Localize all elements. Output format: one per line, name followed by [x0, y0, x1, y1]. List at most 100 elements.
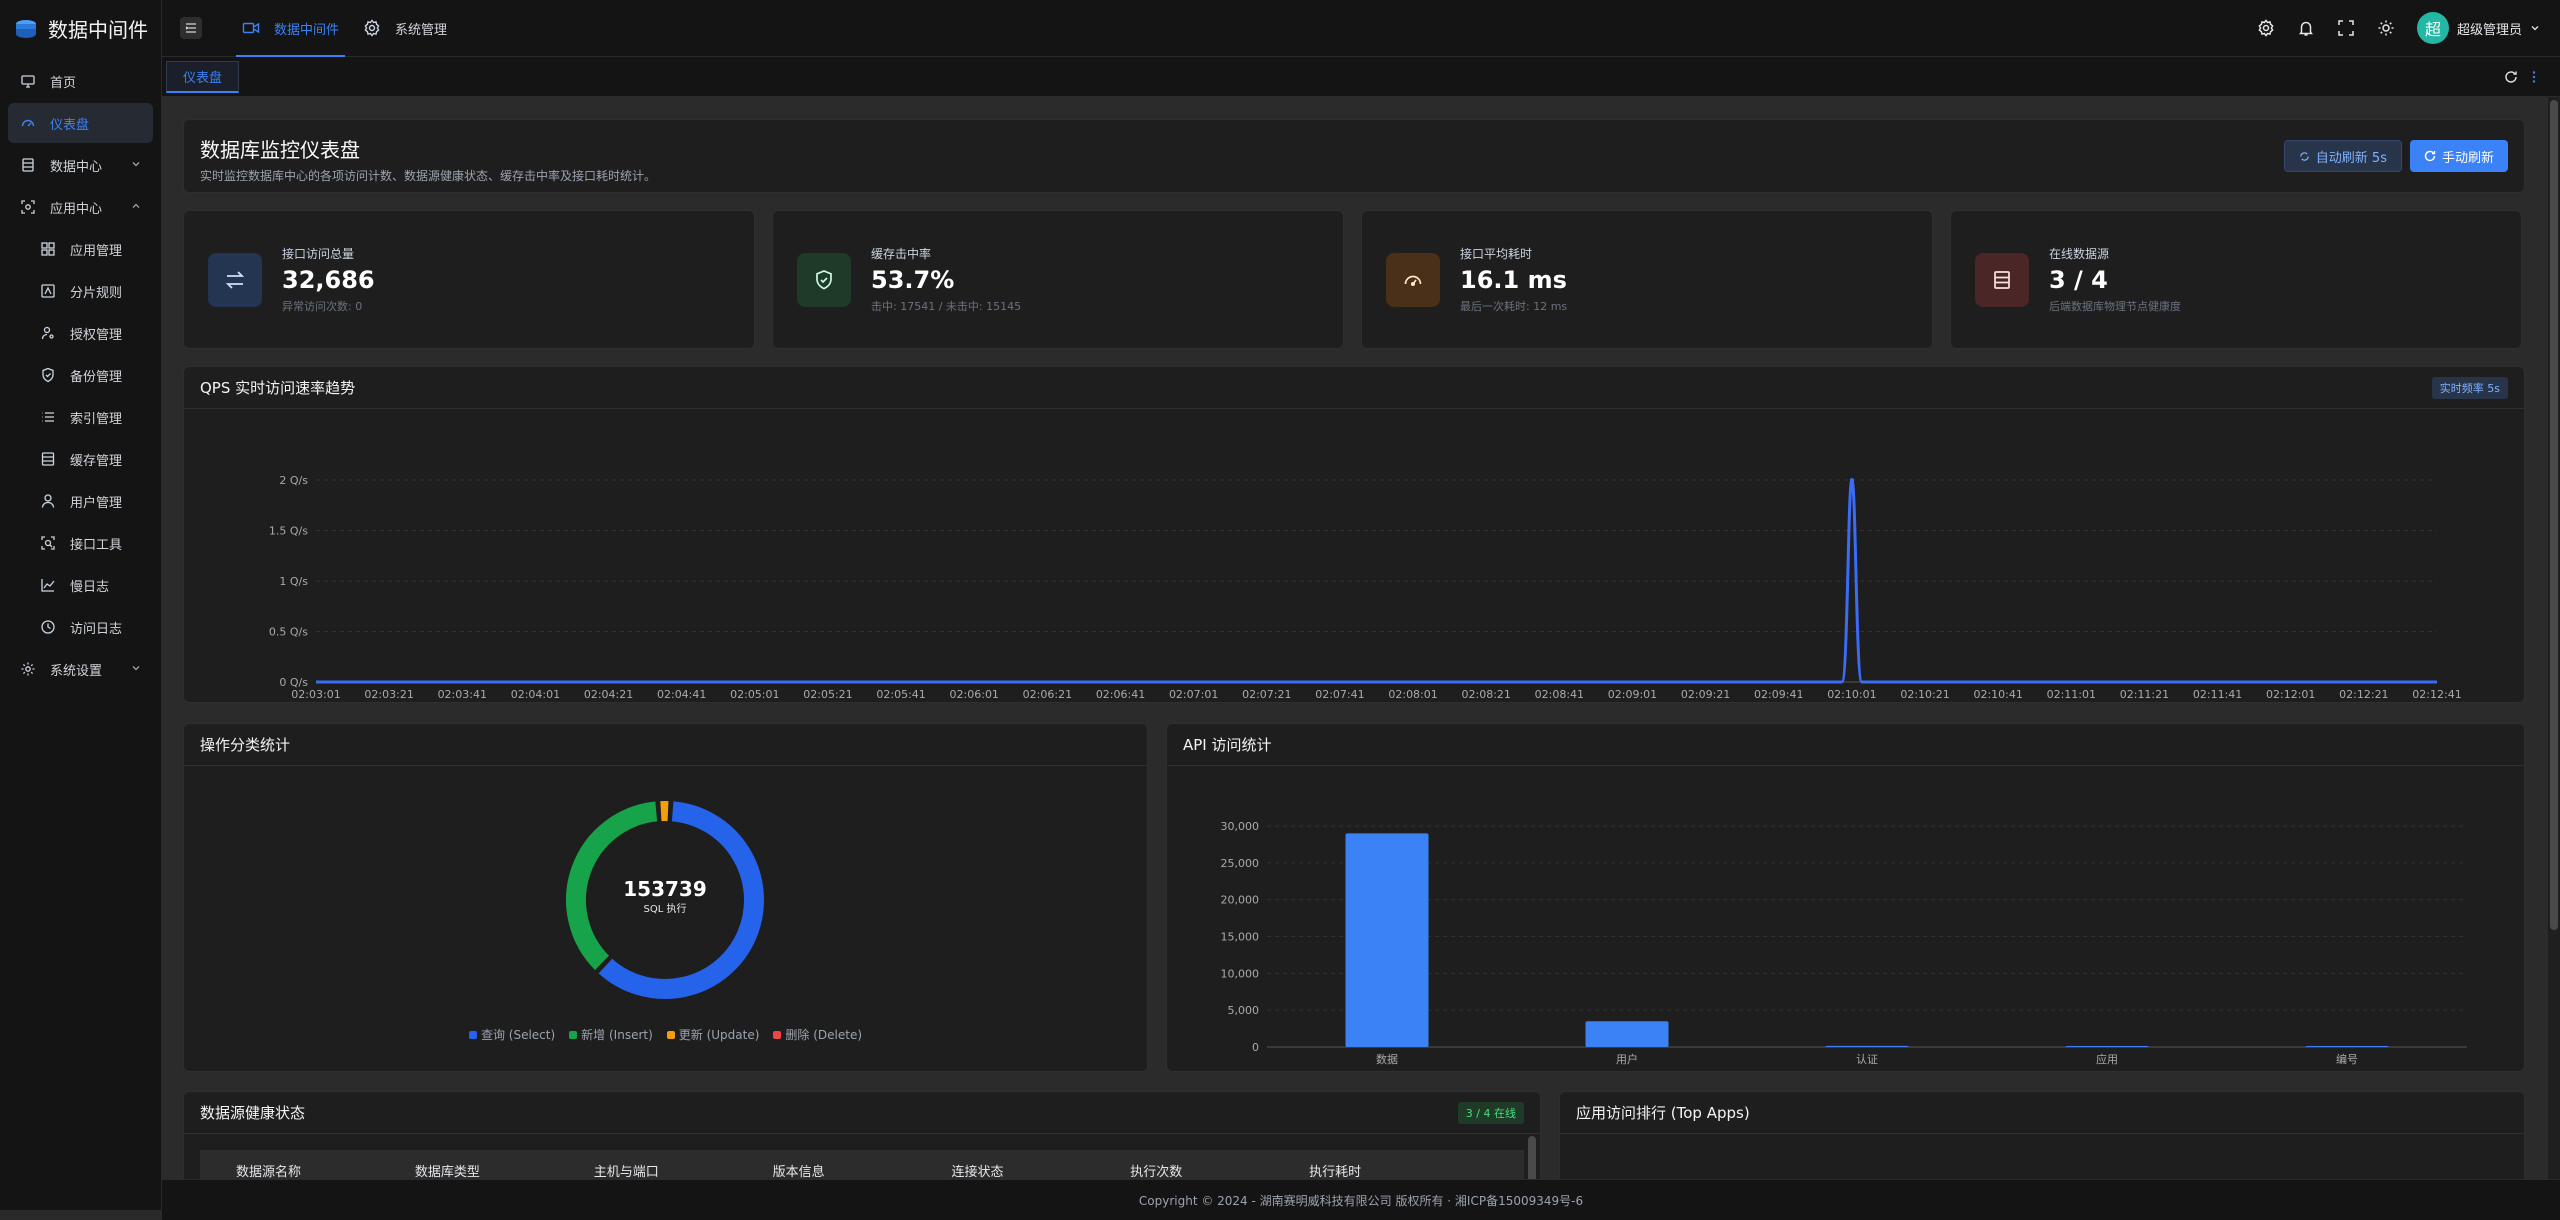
- x-tick-label: 02:08:01: [1388, 688, 1437, 701]
- sidebar-item-cache[interactable]: 缓存管理: [8, 439, 153, 479]
- sidebar-scrollbar[interactable]: [0, 1210, 162, 1220]
- collapse-sidebar-button[interactable]: [180, 17, 202, 39]
- x-tick-label: 02:05:21: [803, 688, 852, 701]
- col-header[interactable]: 数据源名称: [236, 1164, 302, 1180]
- sidebar-item-slow-log[interactable]: 慢日志: [8, 565, 153, 605]
- y-tick-label: 5,000: [1228, 1004, 1260, 1017]
- x-tick-label: 02:07:41: [1315, 688, 1364, 701]
- sidebar-item-dashboard[interactable]: 仪表盘: [8, 103, 153, 143]
- stat-card-api-total: 接口访问总量 32,686 异常访问次数: 0: [183, 210, 755, 349]
- x-tick-label: 02:05:01: [730, 688, 779, 701]
- legend-item-update[interactable]: 更新 (Update): [666, 1026, 759, 1043]
- x-tick-label: 02:12:01: [2266, 688, 2315, 701]
- legend-item-delete[interactable]: 删除 (Delete): [773, 1026, 862, 1043]
- sidebar-item-label: 应用中心: [50, 201, 103, 217]
- more-vertical-icon[interactable]: [2532, 70, 2536, 84]
- legend-item-select[interactable]: 查询 (Select): [468, 1026, 555, 1043]
- fullscreen-icon[interactable]: [2337, 19, 2355, 37]
- sidebar-item-users[interactable]: 用户管理: [8, 481, 153, 521]
- y-tick-label: 0.5 Q/s: [269, 626, 308, 639]
- sidebar-item-app-center[interactable]: 应用中心: [8, 187, 153, 227]
- sidebar-item-index[interactable]: 索引管理: [8, 397, 153, 437]
- top-nav-label: 系统管理: [395, 22, 448, 38]
- user-menu[interactable]: 超 超级管理员: [2416, 12, 2540, 44]
- page-subtitle: 实时监控数据库中心的各项访问计数、数据源健康状态、缓存击中率及接口耗时统计。: [200, 169, 657, 183]
- stat-value: 53.7%: [871, 266, 955, 294]
- stat-card-cache-hit: 缓存击中率 53.7% 击中: 17541 / 未击中: 15145: [772, 210, 1344, 349]
- donut-center-value: 153739: [623, 877, 707, 901]
- x-tick-label: 02:09:21: [1681, 688, 1730, 701]
- sidebar-item-label: 访问日志: [70, 621, 123, 637]
- speedometer-icon: [1386, 252, 1440, 307]
- manual-refresh-button[interactable]: 手动刷新: [2409, 140, 2508, 172]
- stat-value: 3 / 4: [2049, 266, 2108, 294]
- table-scrollbar[interactable]: [1528, 1136, 1536, 1179]
- sun-icon[interactable]: [2377, 19, 2395, 37]
- settings-icon[interactable]: [2257, 19, 2275, 37]
- swap-icon: [208, 252, 262, 307]
- legend-item-insert[interactable]: 新增 (Insert): [569, 1026, 653, 1043]
- api-card-header: API 访问统计: [1167, 724, 2524, 766]
- bar-4: [2305, 1046, 2389, 1047]
- key-user-icon: [41, 326, 54, 340]
- app-logo[interactable]: 数据中间件: [0, 0, 161, 57]
- top-nav-system-manage[interactable]: 系统管理: [351, 0, 459, 57]
- col-header[interactable]: 执行次数: [1130, 1164, 1183, 1180]
- page-scrollbar-thumb[interactable]: [2550, 100, 2558, 930]
- tab-dashboard[interactable]: 仪表盘: [166, 60, 240, 93]
- sidebar-item-shard-rules[interactable]: 分片规则: [8, 271, 153, 311]
- stat-card-avg-latency: 接口平均耗时 16.1 ms 最后一次耗时: 12 ms: [1361, 210, 1933, 349]
- x-tick-label: 02:09:41: [1754, 688, 1803, 701]
- app-title: 数据中间件: [48, 18, 148, 42]
- bar-1: [1585, 1021, 1669, 1047]
- ops-donut-chart: 153739 SQL 执行: [564, 799, 766, 1001]
- sidebar-item-data-center[interactable]: 数据中心: [8, 145, 153, 185]
- sidebar-item-api-tool[interactable]: 接口工具: [8, 523, 153, 563]
- x-tick-label: 02:10:41: [1973, 688, 2022, 701]
- col-header[interactable]: 连接状态: [951, 1164, 1004, 1180]
- sidebar-item-auth[interactable]: 授权管理: [8, 313, 153, 353]
- auto-refresh-button[interactable]: 自动刷新 5s: [2283, 140, 2402, 172]
- sidebar-item-label: 慢日志: [70, 579, 110, 595]
- x-tick-label: 02:10:01: [1827, 688, 1876, 701]
- top-nav-label: 数据中间件: [274, 22, 340, 38]
- sidebar-item-label: 缓存管理: [70, 453, 123, 469]
- page-scrollbar[interactable]: [2548, 97, 2560, 1179]
- top-nav-data-middleware[interactable]: 数据中间件: [230, 0, 351, 57]
- chevron-down-icon: [132, 162, 140, 167]
- x-tick-label: 编号: [2336, 1052, 2358, 1066]
- x-tick-label: 02:03:21: [364, 688, 413, 701]
- refresh-icon[interactable]: [2504, 70, 2518, 84]
- sidebar-item-system-settings[interactable]: 系统设置: [8, 649, 153, 689]
- col-header[interactable]: 版本信息: [772, 1164, 825, 1180]
- api-title: API 访问统计: [1183, 736, 1272, 754]
- sidebar-menu: 首页 仪表盘 数据中心 应用中心 应用管理 分片规则: [0, 57, 161, 689]
- x-tick-label: 02:10:21: [1900, 688, 1949, 701]
- shield-check-icon: [797, 252, 851, 307]
- stat-hint: 后端数据库物理节点健康度: [2049, 300, 2181, 313]
- sidebar-item-app-manage[interactable]: 应用管理: [8, 229, 153, 269]
- sidebar-item-access-log[interactable]: 访问日志: [8, 607, 153, 647]
- bar-0: [1345, 833, 1429, 1047]
- x-tick-label: 02:09:01: [1608, 688, 1657, 701]
- x-tick-label: 02:06:01: [950, 688, 999, 701]
- stat-label: 接口访问总量: [282, 247, 355, 261]
- refresh-icon: [2424, 150, 2436, 162]
- x-tick-label: 02:04:41: [657, 688, 706, 701]
- x-tick-label: 02:03:01: [291, 688, 340, 701]
- top-apps-card: 应用访问排行 (Top Apps): [1559, 1091, 2525, 1179]
- main-content: 数据库监控仪表盘 实时监控数据库中心的各项访问计数、数据源健康状态、缓存击中率及…: [162, 97, 2548, 1179]
- ops-legend: 查询 (Select) 新增 (Insert) 更新 (Update) 删除 (…: [184, 1026, 1147, 1043]
- sidebar-item-home[interactable]: 首页: [8, 61, 153, 101]
- sidebar-item-backup[interactable]: 备份管理: [8, 355, 153, 395]
- col-header[interactable]: 数据库类型: [414, 1164, 480, 1180]
- api-tool-icon: [41, 536, 55, 550]
- col-header[interactable]: 主机与端口: [593, 1164, 659, 1180]
- auto-refresh-label: 自动刷新 5s: [2315, 150, 2387, 166]
- bell-icon[interactable]: [2297, 19, 2315, 37]
- x-tick-label: 认证: [1856, 1053, 1878, 1066]
- col-header[interactable]: 执行耗时: [1309, 1164, 1362, 1180]
- x-tick-label: 02:06:21: [1023, 688, 1072, 701]
- y-tick-label: 0: [1252, 1041, 1259, 1054]
- server-icon: [1975, 252, 2029, 307]
